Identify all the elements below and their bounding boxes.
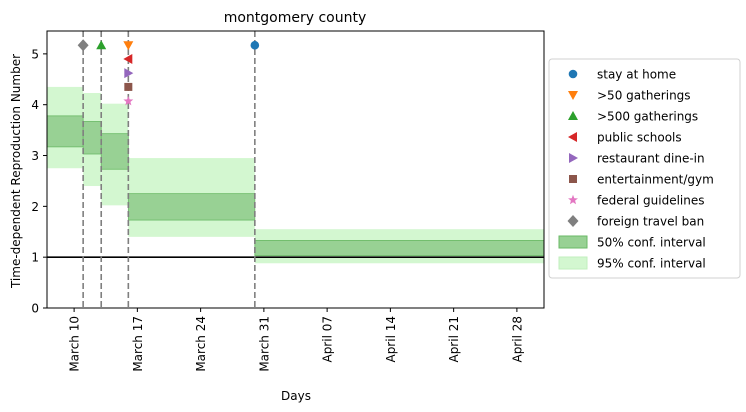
x-tick-label-5: April 14 (384, 316, 398, 363)
legend-label-4: restaurant dine-in (597, 152, 705, 166)
intervention-marker-3 (123, 53, 133, 64)
ci50-band-0 (47, 115, 84, 148)
axes-frame (46, 30, 545, 309)
y-tick-label-5: 5 (31, 47, 39, 61)
legend-label-9: 95% conf. interval (597, 257, 706, 271)
legend-marker-6 (568, 194, 578, 205)
legend-label-1: >50 gatherings (597, 89, 691, 103)
intervention-marker-4 (124, 68, 134, 79)
legend-label-3: public schools (597, 131, 682, 145)
y-tick-label-0: 0 (31, 302, 39, 316)
intervention-marker-0 (250, 40, 260, 50)
x-tick-label-3: March 31 (257, 316, 271, 372)
y-axis-label: Time-dependent Reproduction Number (9, 54, 23, 289)
x-tick-label-6: April 21 (447, 316, 461, 363)
legend-label-6: federal guidelines (597, 194, 705, 208)
legend-marker-3 (568, 132, 577, 142)
legend-marker-4 (569, 153, 578, 163)
ci50-band-3 (127, 193, 256, 221)
intervention-marker-7 (77, 39, 89, 52)
legend-label-2: >500 gatherings (597, 110, 698, 124)
ci50-band-4 (254, 240, 544, 257)
legend-patch-8 (558, 235, 588, 249)
intervention-marker-1 (123, 41, 134, 51)
plot-layer (47, 31, 544, 308)
legend-label-5: entertainment/gym (597, 173, 714, 187)
legend-marker-5 (569, 175, 577, 183)
plot-area: 0 1 2 3 4 5 March 10 March 17 March 24 March 31 Ap… (31, 30, 545, 372)
chart-title: montgomery county (224, 10, 367, 26)
y-tick-label-2: 2 (31, 200, 39, 214)
y-tick-label-4: 4 (31, 98, 39, 112)
ci50-band-1 (82, 121, 102, 155)
x-axis-label: Days (281, 389, 311, 403)
legend-label-8: 50% conf. interval (597, 236, 706, 250)
intervention-marker-6 (123, 95, 134, 106)
legend-marker-0 (568, 69, 578, 79)
x-tick-label-4: April 07 (321, 316, 335, 363)
legend-label-7: foreign travel ban (597, 215, 704, 229)
ci50-band-2 (100, 133, 129, 170)
x-tick-label-1: March 17 (131, 316, 145, 372)
legend-label-0: stay at home (597, 68, 676, 82)
legend-patch-9 (558, 256, 588, 270)
x-tick-label-7: April 28 (510, 316, 524, 363)
x-tick-label-2: March 24 (194, 316, 208, 372)
legend: stay at home >50 gatherings >500 gathering… (548, 58, 741, 279)
legend-marker-7 (567, 215, 579, 227)
x-tick-label-0: March 10 (68, 316, 82, 372)
intervention-marker-2 (96, 40, 107, 50)
legend-marker-1 (568, 91, 578, 100)
legend-box (548, 58, 741, 279)
y-tick-label-1: 1 (31, 251, 39, 265)
intervention-marker-5 (124, 82, 133, 91)
legend-marker-2 (568, 111, 578, 120)
y-tick-label-3: 3 (31, 149, 39, 163)
